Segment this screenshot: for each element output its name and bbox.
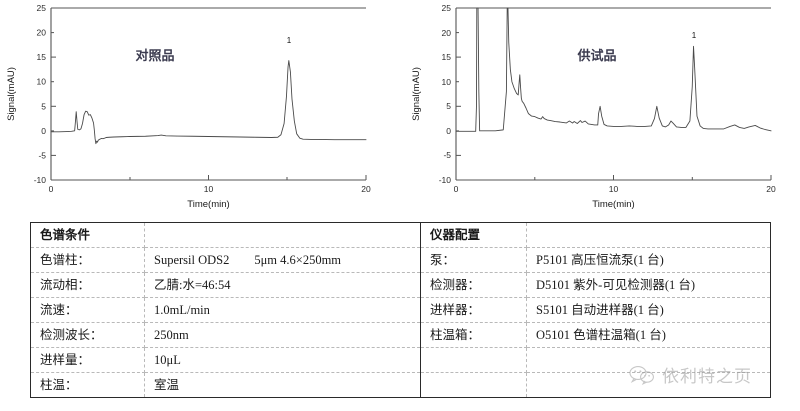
left-section-header: 色谱条件 — [31, 223, 145, 248]
chromatogram-trace — [50, 60, 367, 145]
x-axis-ticks — [455, 175, 772, 180]
value-column: 1.0mL/min — [144, 297, 421, 324]
value-column: 乙腈:水=46:54 — [144, 272, 421, 298]
y-tick-25: 25 — [37, 3, 47, 13]
table-row: 流速： 1.0mL/min 进样器： S5101 自动进样器(1 台) — [31, 297, 770, 324]
chart-svg-test-sample: 25 20 15 10 5 0 -5 -10 0 10 20 Time(min — [411, 3, 776, 210]
y-tick-neg5: -5 — [443, 150, 451, 160]
y-axis-title: Signal(mAU) — [411, 67, 422, 121]
x-tick-10: 10 — [609, 184, 619, 194]
label-column: 柱温箱： — [420, 322, 527, 349]
peak-number-label: 1 — [287, 36, 292, 45]
table-row: 色谱条件 仪器配置 — [31, 223, 770, 248]
label-column: 进样量： — [31, 347, 145, 374]
y-tick-15: 15 — [442, 52, 452, 62]
chromatogram-trace — [455, 7, 772, 132]
x-axis-title: Time(min) — [187, 199, 229, 210]
x-tick-10: 10 — [204, 184, 214, 194]
value-column: 室温 — [154, 377, 180, 392]
value-column — [526, 347, 770, 374]
y-tick-25: 25 — [442, 3, 452, 13]
y-tick-labels-extra: -10 -5 0 5 10 15 20 25 — [34, 3, 47, 185]
y-tick-10: 10 — [37, 77, 47, 87]
label-column: 进样器： — [420, 297, 527, 324]
label-column — [420, 347, 527, 374]
y-tick-0: 0 — [446, 126, 451, 136]
value-column: S5101 自动进样器(1 台) — [526, 297, 770, 324]
y-tick-20: 20 — [37, 28, 47, 38]
y-tick-10: 10 — [442, 77, 452, 87]
chart-sample-label: 对照品 — [135, 48, 174, 64]
spec-table: 色谱条件 仪器配置 色谱柱： Supersil ODS2 5μm 4.6×250… — [31, 223, 770, 397]
y-tick-5: 5 — [41, 101, 46, 111]
table-row: 流动相： 乙腈:水=46:54 检测器： D5101 紫外-可见检测器(1 台) — [31, 272, 770, 298]
right-section-header: 仪器配置 — [420, 223, 527, 248]
left-header-spacer — [144, 223, 421, 248]
table-row: 色谱柱： Supersil ODS2 5μm 4.6×250mm 泵： P510… — [31, 247, 770, 273]
right-header-spacer — [526, 223, 770, 248]
label-column: 检测波长： — [31, 322, 145, 349]
value-column: 250nm — [144, 322, 421, 349]
chart-test-sample: 25 20 15 10 5 0 -5 -10 0 10 20 Time(min — [400, 0, 800, 212]
table-row: 进样量： 10μL — [31, 347, 770, 374]
y-axis-ticks — [456, 7, 461, 181]
chromatogram-panel: -10 -5 0 5 10 15 20 25 0 10 20 Time(min) Signal… — [0, 0, 800, 212]
table-row: 检测波长： 250nm 柱温箱： O5101 色谱柱温箱(1 台) — [31, 322, 770, 349]
peak-number-label: 1 — [692, 31, 697, 40]
value-column: 10μL — [144, 347, 421, 374]
label-column — [420, 372, 527, 397]
y-axis-title: Signal(mAU) — [6, 67, 17, 121]
y-tick-5: 5 — [446, 101, 451, 111]
specification-table: 色谱条件 仪器配置 色谱柱： Supersil ODS2 5μm 4.6×250… — [30, 222, 771, 398]
label-column: 检测器： — [420, 272, 527, 298]
value-column: D5101 紫外-可见检测器(1 台) — [526, 272, 770, 298]
value-column — [527, 373, 771, 397]
value-column: P5101 高压恒流泵(1 台) — [526, 247, 770, 273]
y-tick-0: 0 — [41, 126, 46, 136]
x-axis-ticks — [50, 175, 367, 180]
label-column: 流速： — [31, 297, 145, 324]
value-column: Supersil ODS2 5μm 4.6×250mm — [144, 247, 421, 273]
y-tick-neg10: -10 — [439, 175, 452, 185]
chart-svg-reference-standard: -10 -5 0 5 10 15 20 25 0 10 20 Time(min) Signal… — [6, 3, 371, 210]
label-column: 柱温： — [31, 372, 145, 397]
y-tick--5: -5 — [38, 150, 46, 160]
label-column: 色谱柱： — [31, 247, 145, 273]
label-column: 泵： — [420, 247, 527, 273]
table-row: 柱温： 室温 — [31, 372, 771, 397]
y-tick--10: -10 — [34, 175, 47, 185]
x-tick-20: 20 — [361, 184, 371, 194]
x-tick-0: 0 — [454, 184, 459, 194]
chart-sample-label: 供试品 — [576, 48, 616, 64]
label-column: 流动相： — [31, 272, 145, 298]
y-axis-ticks — [51, 7, 56, 181]
x-axis-title: Time(min) — [592, 199, 634, 210]
y-tick-20: 20 — [442, 28, 452, 38]
value-column: O5101 色谱柱温箱(1 台) — [526, 322, 770, 349]
x-tick-0: 0 — [49, 184, 54, 194]
y-tick-15: 15 — [37, 52, 47, 62]
chart-reference-standard: -10 -5 0 5 10 15 20 25 0 10 20 Time(min) Signal… — [0, 0, 400, 212]
x-tick-20: 20 — [766, 184, 776, 194]
